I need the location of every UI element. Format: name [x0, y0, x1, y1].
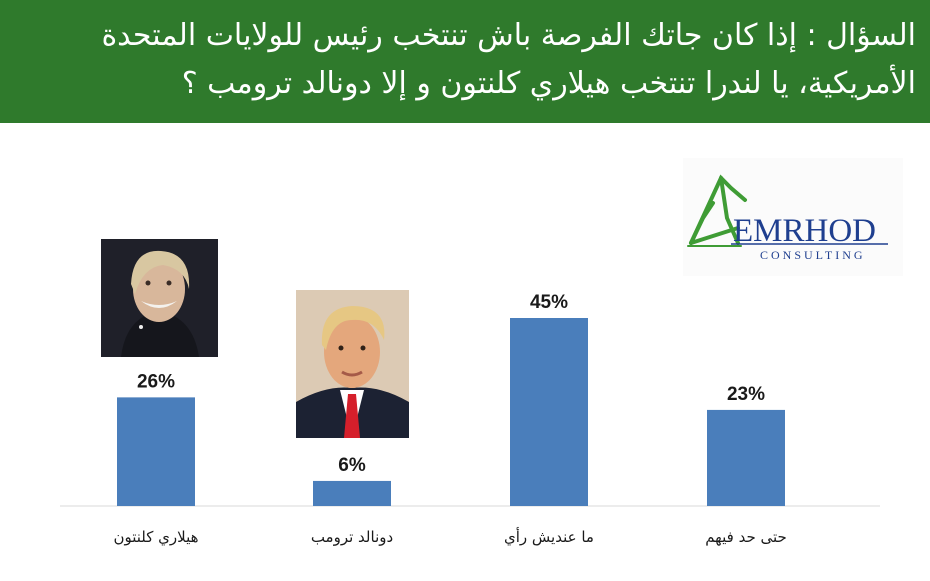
logo-mark-icon — [687, 174, 888, 247]
bar — [117, 397, 195, 506]
donald-trump-photo — [296, 290, 409, 438]
value-label: 26% — [137, 371, 175, 392]
logo-subtitle: CONSULTING — [760, 248, 866, 262]
value-label: 45% — [530, 292, 568, 313]
category-label: حتى حد فيهم — [705, 528, 787, 546]
hillary-clinton-photo — [101, 239, 218, 357]
logo-wordmark: EMRHOD — [733, 213, 877, 249]
question-text: السؤال : إذا كان جاتك الفرصة باش تنتخب ر… — [101, 18, 916, 101]
bar — [707, 409, 785, 506]
question-banner: السؤال : إذا كان جاتك الفرصة باش تنتخب ر… — [0, 0, 930, 123]
category-label: هيلاري كلنتون — [113, 528, 198, 547]
emrhod-logo: EMRHOD CONSULTING — [683, 158, 903, 276]
bar — [510, 318, 588, 506]
bar — [313, 480, 391, 506]
category-label: دونالد ترومب — [311, 528, 393, 546]
value-label: 6% — [338, 455, 366, 476]
category-label: ما عنديش رأي — [504, 527, 594, 547]
value-label: 23% — [727, 384, 765, 405]
